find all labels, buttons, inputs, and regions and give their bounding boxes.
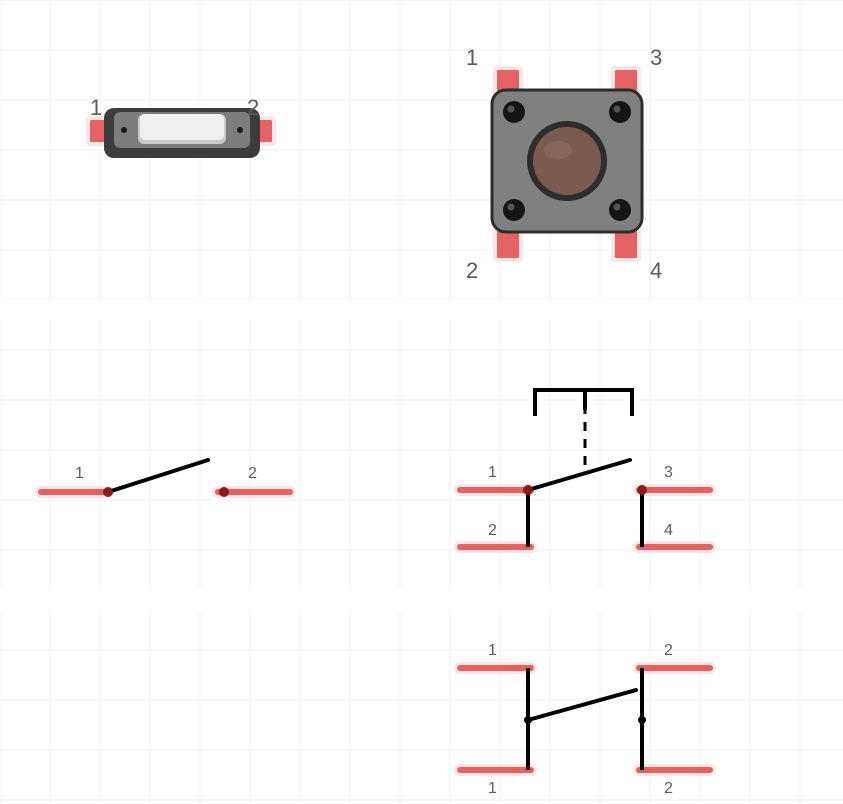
pb2x2-pin-b1: 1: [488, 780, 497, 798]
pb2x2-pin-t1: 1: [488, 642, 497, 660]
pb2x2-pin-t2: 2: [664, 642, 673, 660]
pb2x2-pin-b2: 2: [664, 780, 673, 798]
schematic-pushbutton-2x2: [0, 0, 843, 804]
